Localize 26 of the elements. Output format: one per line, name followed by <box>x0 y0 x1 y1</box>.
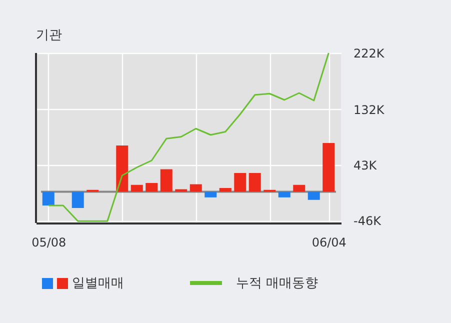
bar <box>130 184 143 192</box>
y-tick-label: 222K <box>354 46 386 60</box>
bar <box>72 192 84 208</box>
bar <box>146 183 158 192</box>
bar <box>190 184 202 192</box>
y-tick-label: 132K <box>354 102 386 117</box>
legend-label: 일별매매 <box>72 276 124 291</box>
bar <box>293 184 306 192</box>
bar <box>248 173 261 192</box>
bar <box>116 146 128 192</box>
y-tick-label: 43K <box>354 158 378 172</box>
bar <box>308 192 320 200</box>
y-tick-label: -46K <box>354 214 382 228</box>
chart-title: 기관 <box>36 28 62 43</box>
bar <box>204 192 217 198</box>
bar <box>322 143 335 192</box>
legend-label: 누적 매매동향 <box>236 276 318 291</box>
bar <box>160 169 172 192</box>
bar <box>219 188 232 192</box>
bar <box>234 173 246 192</box>
line-series <box>48 52 330 222</box>
x-tick-label: 05/08 <box>32 236 66 250</box>
x-tick-label: 06/04 <box>312 236 346 250</box>
bar <box>278 192 290 198</box>
bar <box>175 189 188 192</box>
bar <box>42 192 54 206</box>
